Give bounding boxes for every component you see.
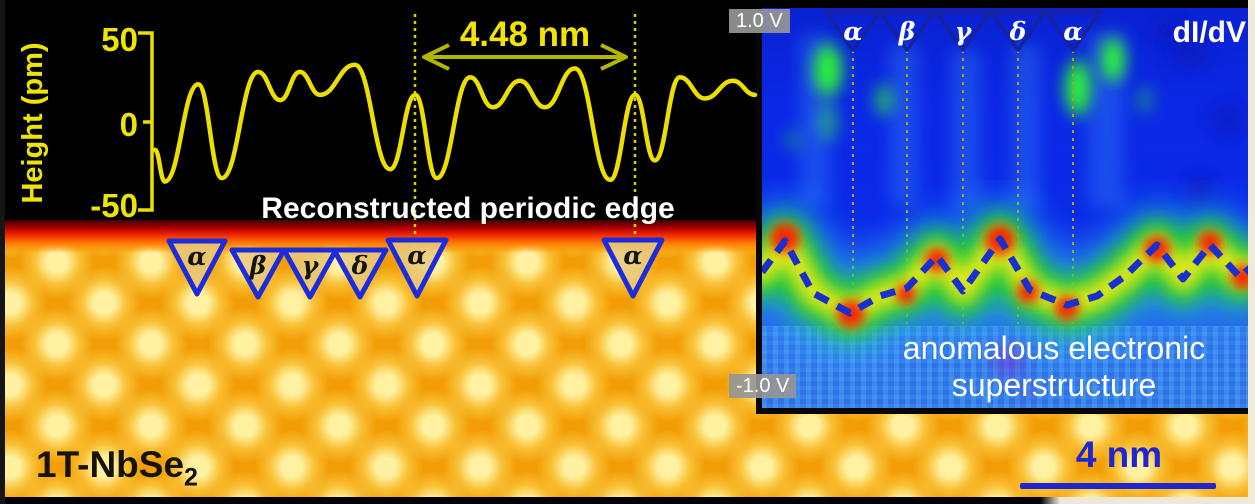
y-axis-label: Height (pm) bbox=[17, 42, 49, 204]
sample-subscript: 2 bbox=[184, 463, 198, 492]
y-tick-0: 0 bbox=[119, 106, 138, 143]
sample-name: 1T-NbSe bbox=[36, 444, 185, 485]
y-tick-neg50: -50 bbox=[90, 187, 138, 224]
frame-left bbox=[0, 0, 5, 504]
bias-top-label: 1.0 V bbox=[729, 9, 790, 33]
page-margin-right bbox=[1248, 0, 1255, 504]
sample-label: 1T-NbSe2 bbox=[36, 444, 198, 492]
bias-bottom-label: -1.0 V bbox=[729, 374, 797, 398]
map-caption-line1: anomalous electronic bbox=[902, 330, 1206, 366]
y-tick-50: 50 bbox=[101, 21, 138, 58]
didv-map-label: dI/dV bbox=[1172, 16, 1246, 49]
scalebar-line bbox=[1020, 483, 1216, 489]
scalebar-label: 4 nm bbox=[1075, 434, 1163, 475]
edge-caption: Reconstructed periodic edge bbox=[261, 192, 675, 225]
map-caption-line2: superstructure bbox=[951, 367, 1157, 403]
height-profile-panel: Height (pm) 50 0 -50 4.48 nm Reconstruct… bbox=[0, 8, 756, 225]
period-annotation: 4.48 nm bbox=[459, 15, 591, 54]
frame-top bbox=[0, 0, 1248, 8]
frame-bottom bbox=[0, 497, 1248, 504]
